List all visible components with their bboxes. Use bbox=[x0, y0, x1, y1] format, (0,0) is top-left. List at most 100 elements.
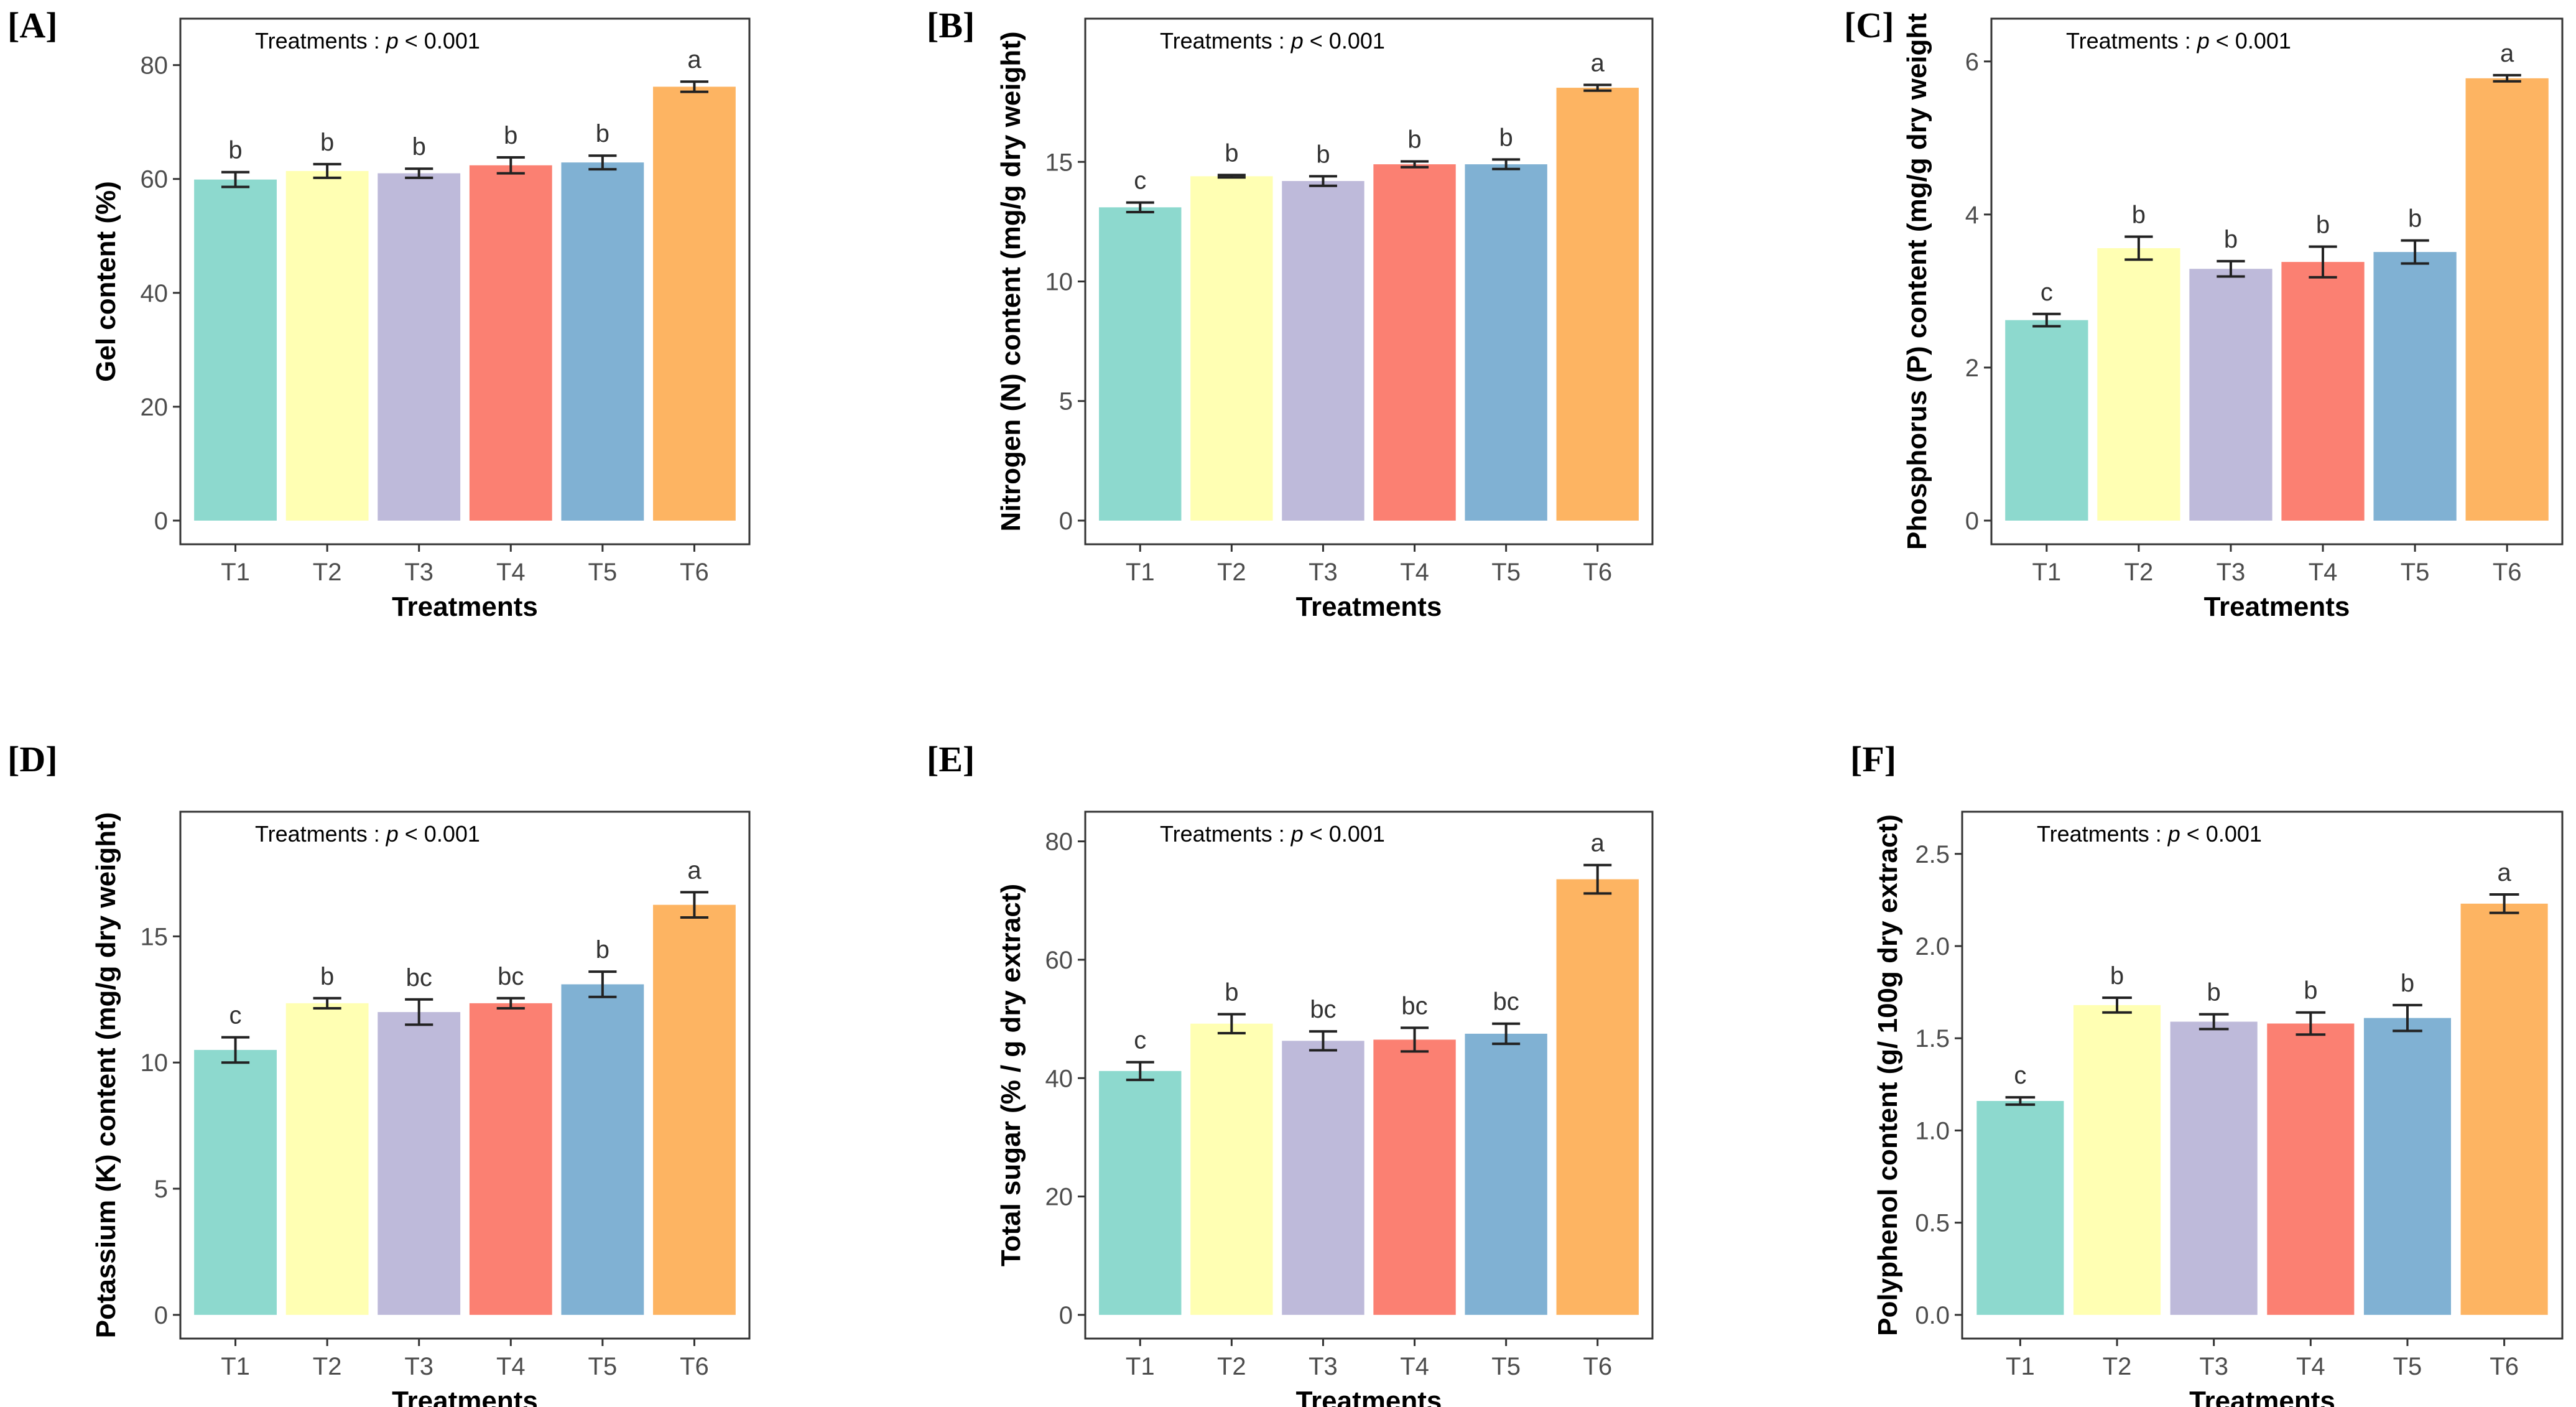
y-tick-label: 0 bbox=[1965, 508, 1979, 535]
annotation-prefix: Treatments : bbox=[1160, 821, 1291, 847]
y-tick-label: 1.0 bbox=[1915, 1117, 1950, 1145]
y-axis-title: Total sugar (% / g dry extract) bbox=[996, 884, 1026, 1266]
x-tick-label: T4 bbox=[2309, 559, 2338, 586]
y-tick-label: 80 bbox=[141, 52, 169, 80]
bar-t3 bbox=[2170, 1021, 2258, 1315]
y-axis-title: Gel content (%) bbox=[91, 181, 121, 382]
x-tick-label: T4 bbox=[1400, 1353, 1429, 1380]
x-tick-label: T3 bbox=[2217, 559, 2246, 586]
y-tick-label: 20 bbox=[141, 394, 169, 421]
significance-letter: c bbox=[1134, 167, 1146, 195]
bar-t2 bbox=[1190, 1023, 1273, 1315]
bar-t2 bbox=[2073, 1005, 2161, 1315]
x-tick-label: T2 bbox=[313, 1353, 342, 1380]
x-tick-label: T5 bbox=[1491, 1353, 1521, 1380]
x-tick-label: T4 bbox=[496, 559, 526, 586]
x-tick-label: T4 bbox=[1400, 559, 1429, 586]
x-axis-title: Treatments bbox=[1296, 1386, 1442, 1407]
x-axis-title: Treatments bbox=[392, 592, 538, 622]
y-tick-label: 40 bbox=[141, 280, 169, 307]
x-tick-label: T5 bbox=[2401, 559, 2430, 586]
significance-letter: bc bbox=[1493, 988, 1519, 1016]
significance-letter: b bbox=[1225, 139, 1238, 167]
annotation-prefix: Treatments : bbox=[2037, 821, 2168, 847]
bar-t5 bbox=[1465, 164, 1547, 521]
x-tick-label: T6 bbox=[1583, 559, 1612, 586]
y-tick-label: 10 bbox=[1045, 269, 1073, 296]
significance-letter: b bbox=[2408, 205, 2422, 233]
p-value-annotation: Treatments : p < 0.001 bbox=[2066, 28, 2291, 53]
x-axis-title: Treatments bbox=[392, 1386, 538, 1407]
x-tick-label: T4 bbox=[496, 1353, 526, 1380]
x-tick-label: T2 bbox=[2103, 1353, 2132, 1380]
significance-letter: bc bbox=[1310, 996, 1336, 1023]
x-tick-label: T1 bbox=[221, 559, 250, 586]
y-tick-label: 0.0 bbox=[1915, 1302, 1950, 1329]
annotation-p: p bbox=[2167, 821, 2180, 847]
y-axis-title: Phosphorus (P) content (mg/g dry weight bbox=[1902, 13, 1932, 550]
plot-frame bbox=[1961, 810, 2564, 1340]
significance-letter: b bbox=[2224, 226, 2238, 253]
annotation-p: p bbox=[386, 28, 399, 53]
bar-t3 bbox=[2189, 269, 2273, 521]
y-tick-label: 10 bbox=[141, 1049, 169, 1077]
panel-label: [F] bbox=[1850, 739, 1896, 779]
y-tick-label: 2.5 bbox=[1915, 841, 1950, 868]
y-tick-label: 60 bbox=[1045, 947, 1073, 974]
annotation-suffix: < 0.001 bbox=[1304, 821, 1385, 847]
y-tick-label: 20 bbox=[1045, 1184, 1073, 1211]
y-tick-label: 0 bbox=[1059, 508, 1073, 535]
significance-letter: b bbox=[228, 137, 242, 164]
annotation-prefix: Treatments : bbox=[255, 821, 386, 847]
bar-t1 bbox=[1976, 1101, 2064, 1315]
y-axis-title: Potassium (K) content (mg/g dry weight) bbox=[91, 812, 121, 1339]
bar-t4 bbox=[2281, 262, 2365, 521]
significance-letter: c bbox=[1134, 1027, 1146, 1054]
bar-t1 bbox=[1099, 207, 1182, 521]
significance-letter: b bbox=[596, 936, 609, 964]
x-tick-label: T5 bbox=[2393, 1353, 2422, 1380]
annotation-suffix: < 0.001 bbox=[2210, 28, 2291, 53]
y-axis-title: Nitrogen (N) content (mg/g dry weight) bbox=[996, 31, 1026, 531]
chart-panel-6: [F] c T1 b T2 b T3 b T4 b T5 a T6 0.0 0.5 1.0 1.5 2.0 2.5 T… bbox=[1850, 739, 2564, 1407]
significance-letter: b bbox=[2316, 211, 2330, 239]
x-axis-title: Treatments bbox=[2189, 1386, 2335, 1407]
annotation-p: p bbox=[1290, 28, 1304, 53]
p-value-annotation: Treatments : p < 0.001 bbox=[1160, 821, 1385, 847]
annotation-prefix: Treatments : bbox=[255, 28, 386, 53]
y-tick-label: 2 bbox=[1965, 355, 1979, 382]
x-tick-label: T6 bbox=[1583, 1353, 1612, 1380]
significance-letter: b bbox=[412, 133, 426, 160]
panel-label: [E] bbox=[927, 739, 975, 779]
annotation-suffix: < 0.001 bbox=[1304, 28, 1385, 53]
significance-letter: b bbox=[2207, 979, 2221, 1006]
x-tick-label: T3 bbox=[2199, 1353, 2228, 1380]
y-tick-label: 1.5 bbox=[1915, 1025, 1950, 1052]
chart-panel-5: [E] c T1 b T2 bc T3 bc T4 bc T5 a T6 0 20 40 60 80 Treatme… bbox=[927, 739, 1654, 1407]
y-tick-label: 15 bbox=[1045, 149, 1073, 176]
x-tick-label: T1 bbox=[1126, 559, 1155, 586]
bar-t6 bbox=[1556, 879, 1639, 1315]
y-tick-label: 4 bbox=[1965, 202, 1979, 229]
x-tick-label: T5 bbox=[588, 559, 618, 586]
annotation-prefix: Treatments : bbox=[1160, 28, 1291, 53]
significance-letter: b bbox=[2132, 202, 2146, 229]
plot-frame bbox=[1084, 810, 1654, 1340]
chart-panel-4: [D] c T1 b T2 bc T3 bc T4 b T5 a T6 0 5 10 15 Treatments … bbox=[7, 739, 751, 1407]
x-tick-label: T6 bbox=[2493, 559, 2522, 586]
y-tick-label: 0.5 bbox=[1915, 1210, 1950, 1237]
x-tick-label: T2 bbox=[1217, 1353, 1246, 1380]
bar-t1 bbox=[1099, 1070, 1182, 1315]
y-tick-label: 0 bbox=[1059, 1302, 1073, 1329]
bar-t1 bbox=[2005, 320, 2088, 521]
significance-letter: b bbox=[1407, 126, 1421, 153]
x-tick-label: T6 bbox=[680, 559, 709, 586]
annotation-suffix: < 0.001 bbox=[399, 821, 480, 847]
significance-letter: b bbox=[1316, 141, 1330, 168]
x-tick-label: T5 bbox=[1491, 559, 1521, 586]
significance-letter: b bbox=[2401, 970, 2414, 997]
y-tick-label: 0 bbox=[154, 1302, 168, 1329]
significance-letter: b bbox=[1499, 124, 1513, 151]
bar-t3 bbox=[378, 1012, 461, 1315]
